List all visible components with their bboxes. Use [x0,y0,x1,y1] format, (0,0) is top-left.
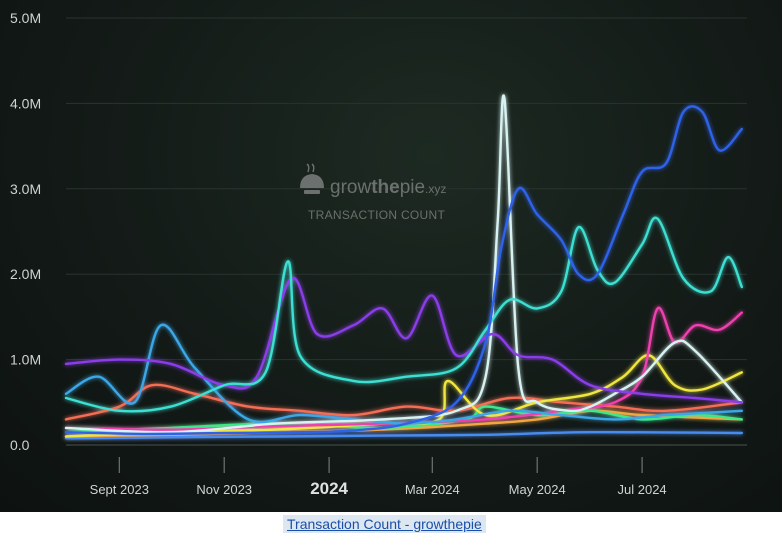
pie-logo-icon [300,163,324,194]
watermark-subtitle: TRANSACTION COUNT [308,208,445,222]
series-line-10 [64,430,743,440]
y-axis-ticks: 0.0 1.0M 2.0M 3.0M 4.0M 5.0M [10,10,41,453]
series-line-4 [64,323,743,425]
watermark-brand-c: pie [400,177,425,198]
y-tick-label: 1.0M [10,352,41,368]
x-axis-ticks: Sept 2023 Nov 2023 2024 Mar 2024 May 2024 Jul… [90,457,667,498]
chart-panel: 0.0 1.0M 2.0M 3.0M 4.0M 5.0M Sept 2023 Nov 202… [0,0,782,512]
x-tick-label: 2024 [310,479,348,498]
y-tick-label: 4.0M [10,95,41,111]
x-tick-label: Nov 2023 [196,482,252,497]
watermark-brand-a: grow [330,177,371,198]
series-line-1 [64,216,743,413]
growthepie-watermark: growthepie.xyz TRANSACTION COUNT [300,163,446,222]
caption-link[interactable]: Transaction Count - growthepie [283,515,486,533]
series-line-8 [64,405,743,434]
y-gridlines [66,17,747,446]
series-line-7 [64,383,743,421]
series-line-2 [64,277,743,404]
svg-text:growthepie.xyz: growthepie.xyz [330,177,446,198]
y-tick-label: 0.0 [10,437,30,453]
x-tick-label: Mar 2024 [405,482,460,497]
series-lines [64,94,743,440]
transaction-count-chart: 0.0 1.0M 2.0M 3.0M 4.0M 5.0M Sept 2023 Nov 202… [10,10,747,498]
y-tick-label: 5.0M [10,10,41,26]
watermark-brand-b: the [371,177,400,198]
watermark-tld: .xyz [425,182,446,196]
x-tick-label: Sept 2023 [90,482,149,497]
series-line-0 [64,105,743,436]
y-tick-label: 2.0M [10,266,41,282]
x-tick-label: Jul 2024 [618,482,667,497]
y-tick-label: 3.0M [10,181,41,197]
series-line-3 [64,94,743,434]
x-tick-label: May 2024 [509,482,566,497]
